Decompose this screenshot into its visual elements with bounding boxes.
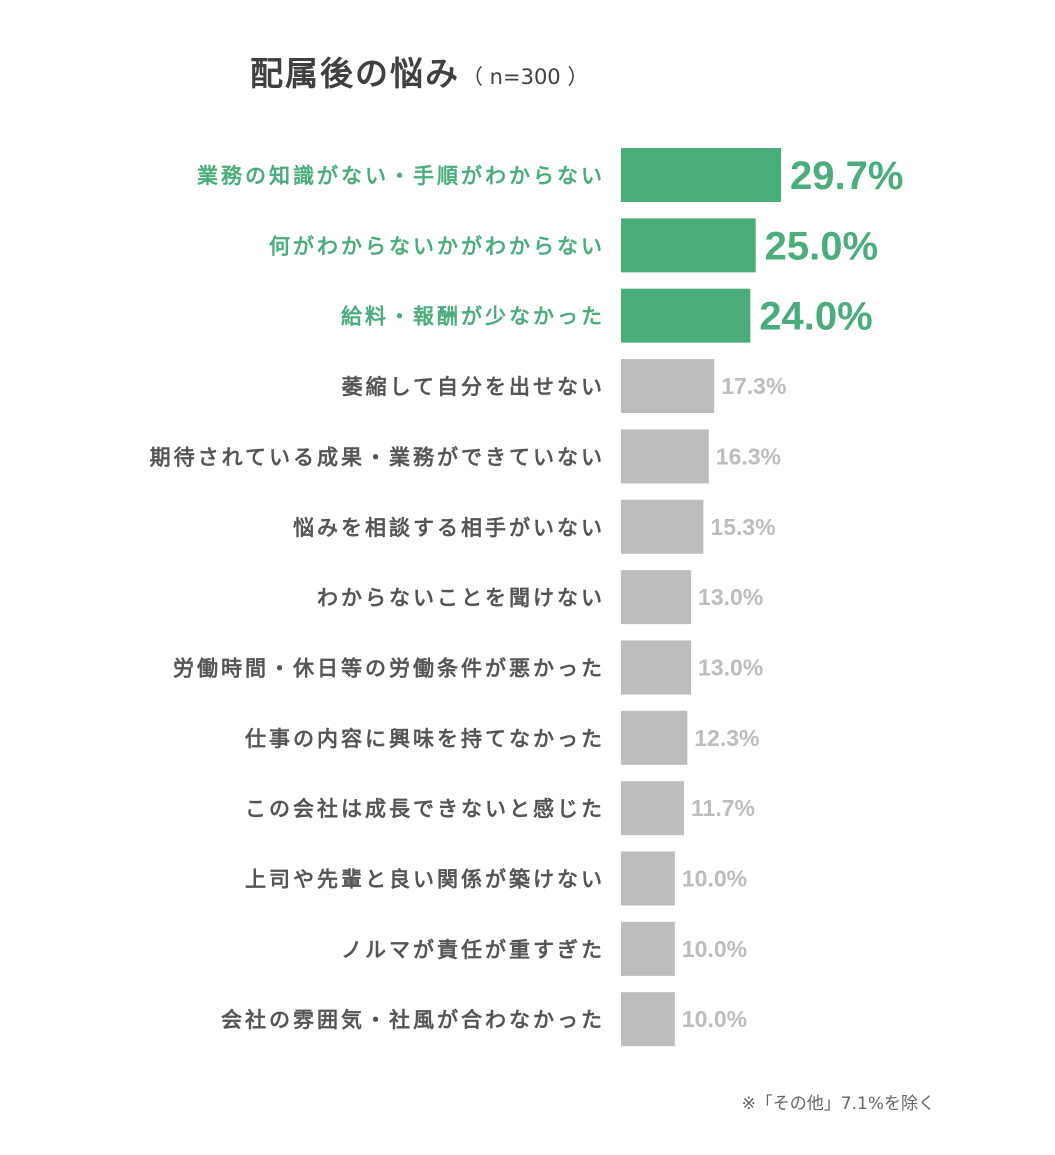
category-label: 何がわからないかがわからない	[269, 234, 605, 258]
bar	[621, 781, 684, 836]
bar	[621, 851, 675, 906]
bar-row: 会社の雰囲気・社風が合わなかった 10.0%	[221, 992, 747, 1047]
bar-row: 萎縮して自分を出せない 17.3%	[341, 359, 786, 414]
bar	[621, 992, 675, 1047]
bars-group: 業務の知識がない・手順がわからない 29.7% 何がわからないかがわからない 25.0…	[150, 148, 903, 1047]
bar-row: 労働時間・休日等の労働条件が悪かった 13.0%	[173, 640, 763, 695]
bar	[621, 640, 691, 695]
category-label: 悩みを相談する相手がいない	[293, 516, 605, 540]
value-label: 16.3%	[716, 443, 781, 469]
value-label: 10.0%	[682, 866, 747, 892]
value-label: 13.0%	[698, 654, 763, 680]
value-label: 10.0%	[682, 1006, 747, 1032]
value-label: 11.7%	[691, 795, 755, 821]
value-label: 12.3%	[694, 725, 759, 751]
chart-title: 配属後の悩み	[250, 54, 460, 93]
category-label: 萎縮して自分を出せない	[341, 375, 605, 399]
value-label: 10.0%	[682, 936, 747, 962]
category-label: 給料・報酬が少なかった	[341, 305, 605, 329]
category-label: 労働時間・休日等の労働条件が悪かった	[173, 656, 605, 680]
category-label: 会社の雰囲気・社風が合わなかった	[221, 1008, 605, 1032]
bar-row: 仕事の内容に興味を持てなかった 12.3%	[244, 710, 759, 765]
footnote: ※「その他」7.1%を除く	[742, 1094, 935, 1114]
bar	[621, 570, 691, 625]
bar	[621, 148, 781, 202]
bar-row: この会社は成長できないと感じた 11.7%	[245, 781, 755, 836]
bar	[621, 429, 709, 484]
bar	[621, 710, 688, 765]
value-label: 15.3%	[710, 514, 775, 540]
category-label: 業務の知識がない・手順がわからない	[197, 164, 605, 188]
bar-row: 上司や先輩と良い関係が築けない 10.0%	[245, 851, 747, 906]
bar-row: 期待されている成果・業務ができていない 16.3%	[150, 429, 781, 484]
value-label: 13.0%	[698, 584, 763, 610]
category-label: 上司や先輩と良い関係が築けない	[245, 868, 605, 892]
bar	[621, 499, 704, 554]
bar	[621, 288, 751, 343]
category-label: この会社は成長できないと感じた	[245, 797, 605, 821]
bar-row: ノルマが責任が重すぎた 10.0%	[341, 921, 747, 976]
category-label: わからないことを聞けない	[317, 586, 605, 610]
category-label: 期待されている成果・業務ができていない	[150, 445, 605, 469]
bar-row: 給料・報酬が少なかった 24.0%	[341, 288, 873, 343]
value-label: 29.7%	[790, 154, 903, 198]
chart-subtitle: （ n=300 ）	[462, 65, 588, 89]
value-label: 24.0%	[759, 295, 872, 339]
bar	[621, 359, 715, 414]
bar-row: 何がわからないかがわからない 25.0%	[269, 218, 878, 273]
category-label: 仕事の内容に興味を持てなかった	[244, 727, 605, 751]
bar-row: わからないことを聞けない 13.0%	[317, 570, 763, 625]
bar	[621, 218, 756, 273]
bar-row: 業務の知識がない・手順がわからない 29.7%	[197, 148, 903, 202]
value-label: 25.0%	[765, 224, 878, 268]
value-label: 17.3%	[721, 373, 786, 399]
bar	[621, 921, 675, 976]
category-label: ノルマが責任が重すぎた	[341, 938, 605, 962]
bar-row: 悩みを相談する相手がいない 15.3%	[293, 499, 776, 554]
